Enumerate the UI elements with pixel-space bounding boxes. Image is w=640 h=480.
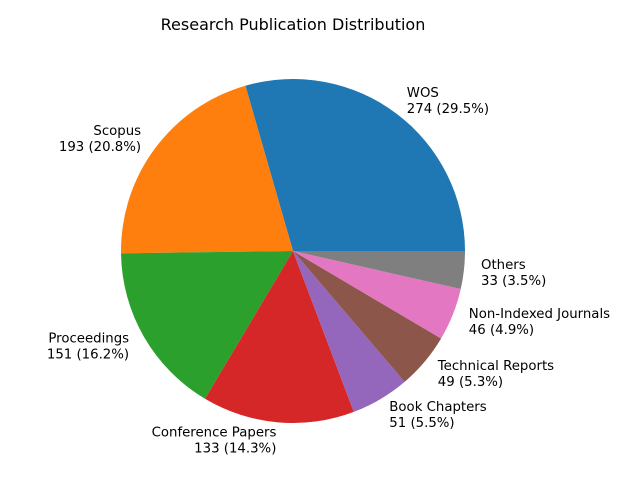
pie-slice-conference-papers <box>205 251 354 423</box>
pie-slice-non-indexed-journals <box>293 251 461 339</box>
pie-slice-technical-reports <box>293 251 442 382</box>
pie-label-others: Others 33 (3.5%) <box>481 258 546 289</box>
pie-slices <box>121 79 465 423</box>
pie-slice-wos <box>245 79 465 251</box>
pie-slice-proceedings <box>121 251 294 399</box>
pie-label-proceedings: Proceedings 151 (16.2%) <box>47 332 129 363</box>
pie-label-technical-reports: Technical Reports 49 (5.3%) <box>437 359 554 390</box>
pie-label-scopus: Scopus 193 (20.8%) <box>59 124 141 155</box>
pie-label-book-chapters: Book Chapters 51 (5.5%) <box>389 400 486 431</box>
pie-slice-scopus <box>121 85 293 254</box>
pie-labels: WOS 274 (29.5%) Scopus 193 (20.8%) Proceedin… <box>47 86 610 457</box>
pie-slice-others <box>293 251 465 290</box>
pie-label-conference-papers: Conference Papers 133 (14.3%) <box>152 426 277 457</box>
pie-label-non-indexed-journals: Non-Indexed Journals 46 (4.9%) <box>469 307 610 338</box>
pie-label-wos: WOS 274 (29.5%) <box>407 86 489 117</box>
chart-title: Research Publication Distribution <box>161 15 426 34</box>
pie-slice-book-chapters <box>293 251 405 412</box>
